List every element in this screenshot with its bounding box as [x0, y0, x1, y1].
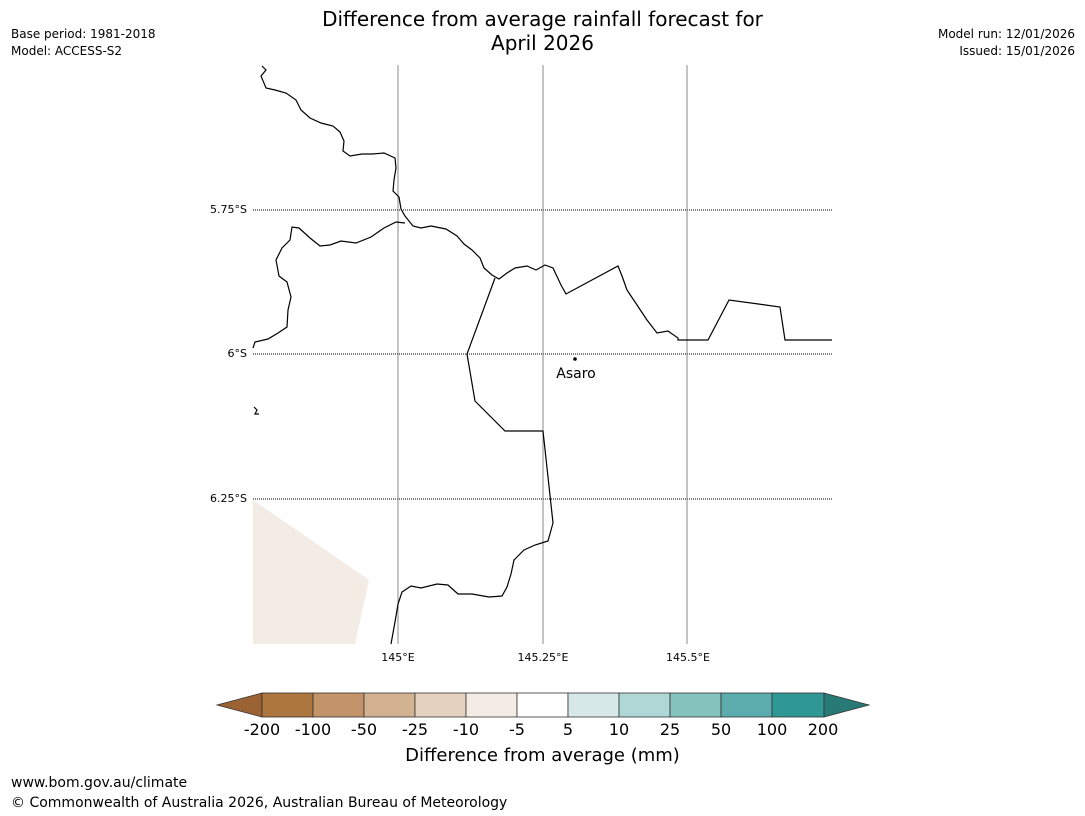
asaro-marker — [573, 357, 577, 361]
colorbar-tick: -200 — [243, 720, 281, 739]
colorbar-tick: 5 — [562, 720, 574, 739]
title-line-2: April 2026 — [491, 31, 594, 55]
colorbar-segment — [363, 692, 416, 718]
colorbar-tick: 200 — [807, 720, 839, 739]
colorbar-tick: 25 — [659, 720, 681, 739]
lon-label: 145°E — [381, 651, 414, 664]
lat-label: 5.75°S — [210, 203, 247, 216]
colorbar-tick: -25 — [401, 720, 429, 739]
boundary-south — [390, 277, 554, 645]
footer-url[interactable]: www.bom.gov.au/climate — [11, 775, 188, 791]
colorbar-segment — [567, 692, 620, 718]
colorbar-tick: -50 — [350, 720, 378, 739]
metadata-right: Model run: 12/01/2026 Issued: 15/01/2026 — [938, 26, 1075, 60]
boundary-north — [260, 65, 832, 341]
colorbar-segment — [312, 692, 365, 718]
colorbar-segment — [414, 692, 467, 718]
metadata-left: Base period: 1981-2018 Model: ACCESS-S2 — [11, 26, 156, 60]
lat-label: 6°S — [228, 347, 247, 360]
colorbar-segment — [618, 692, 671, 718]
boundary-west — [252, 221, 406, 349]
colorbar-extend-high — [823, 692, 871, 718]
colorbar — [215, 692, 871, 718]
colorbar-segment — [465, 692, 518, 718]
model-name: Model: ACCESS-S2 — [11, 44, 123, 58]
rainfall-shading — [253, 500, 369, 644]
model-run: Model run: 12/01/2026 — [937, 27, 1075, 41]
colorbar-tick: -100 — [294, 720, 332, 739]
colorbar-extend-low — [215, 692, 263, 718]
chart-title: Difference from average rainfall forecas… — [0, 7, 1085, 55]
colorbar-tick: -5 — [509, 720, 525, 739]
colorbar-tick: -10 — [452, 720, 480, 739]
issued-date: Issued: 15/01/2026 — [959, 44, 1075, 58]
title-line-1: Difference from average rainfall forecas… — [322, 7, 763, 31]
colorbar-title: Difference from average (mm) — [405, 745, 680, 766]
colorbar-segment — [669, 692, 722, 718]
colorbar-segment — [261, 692, 314, 718]
colorbar-tick: 50 — [710, 720, 732, 739]
copyright: © Commonwealth of Australia 2026, Austra… — [11, 795, 508, 811]
boundary-fragment — [253, 406, 259, 415]
asaro-label: Asaro — [556, 366, 595, 382]
lon-label: 145.25°E — [518, 651, 569, 664]
base-period: Base period: 1981-2018 — [11, 27, 156, 41]
colorbar-segment — [771, 692, 825, 718]
colorbar-tick: 10 — [608, 720, 630, 739]
colorbar-segment — [720, 692, 773, 718]
lat-label: 6.25°S — [210, 492, 247, 505]
lon-label: 145.5°E — [666, 651, 710, 664]
colorbar-tick: 100 — [756, 720, 788, 739]
colorbar-segment — [516, 692, 569, 718]
